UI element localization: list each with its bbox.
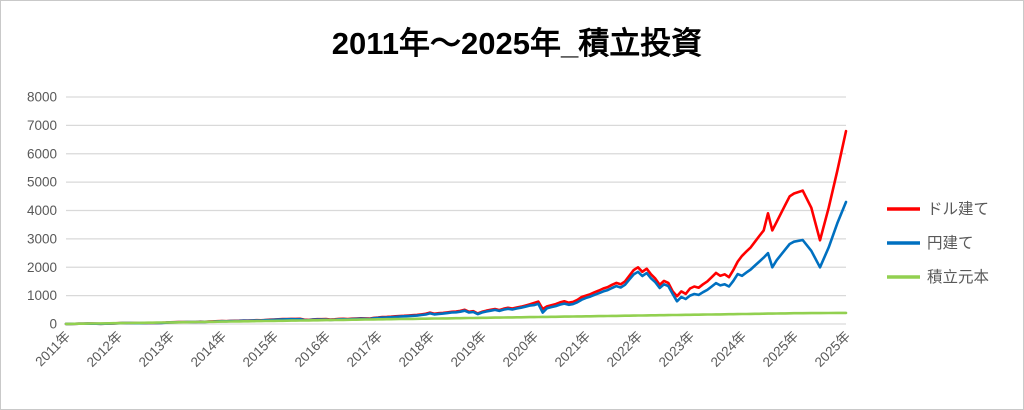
x-tick-label: 2011年 xyxy=(32,329,73,370)
x-tick-label: 2018年 xyxy=(396,329,437,370)
series-lines xyxy=(64,129,848,326)
x-axis-tick-labels: 2011年 2012年 2013年 2014年 2015年 2016年 2017年 2018年… xyxy=(32,329,853,370)
x-tick-label: 2024年 xyxy=(708,329,749,370)
y-tick-label: 6000 xyxy=(27,146,57,161)
legend-item-dollar: ドル建て xyxy=(887,200,989,218)
legend-item-yen: 円建て xyxy=(887,234,974,252)
x-tick-label: 2013年 xyxy=(136,329,177,370)
y-tick-label: 8000 xyxy=(27,90,57,105)
x-tick-label: 2017年 xyxy=(344,329,385,370)
y-tick-label: 1000 xyxy=(27,288,57,303)
legend-label-yen: 円建て xyxy=(927,234,974,252)
y-tick-label: 5000 xyxy=(27,175,57,190)
x-tick-label: 2025年 xyxy=(812,329,853,370)
x-tick-label: 2016年 xyxy=(292,329,333,370)
y-tick-label: 3000 xyxy=(27,231,57,246)
y-axis-tick-labels: 0 1000 2000 3000 4000 5000 6000 7000 8000 xyxy=(27,90,57,332)
chart-title: 2011年～2025年_積立投資 xyxy=(332,26,702,61)
x-tick-label: 2014年 xyxy=(188,329,229,370)
y-tick-label: 2000 xyxy=(27,260,57,275)
legend-label-principal: 積立元本 xyxy=(927,268,989,286)
x-tick-label: 2015年 xyxy=(240,329,281,370)
x-tick-label: 2023年 xyxy=(656,329,697,370)
x-tick-label: 2021年 xyxy=(552,329,593,370)
series-line-principal xyxy=(64,311,848,326)
y-tick-label: 4000 xyxy=(27,203,57,218)
x-tick-label: 2020年 xyxy=(500,329,541,370)
legend-label-dollar: ドル建て xyxy=(927,200,989,218)
y-tick-label: 0 xyxy=(49,317,57,332)
x-tick-label: 2019年 xyxy=(448,329,489,370)
x-tick-label: 2012年 xyxy=(84,329,125,370)
y-tick-label: 7000 xyxy=(27,118,57,133)
legend: ドル建て 円建て 積立元本 xyxy=(887,200,989,286)
x-tick-label: 2025年 xyxy=(760,329,801,370)
series-line-dollar xyxy=(64,129,848,326)
x-tick-label: 2022年 xyxy=(604,329,645,370)
gridlines xyxy=(66,96,846,325)
legend-item-principal: 積立元本 xyxy=(887,268,989,286)
series-line-yen xyxy=(64,200,848,326)
